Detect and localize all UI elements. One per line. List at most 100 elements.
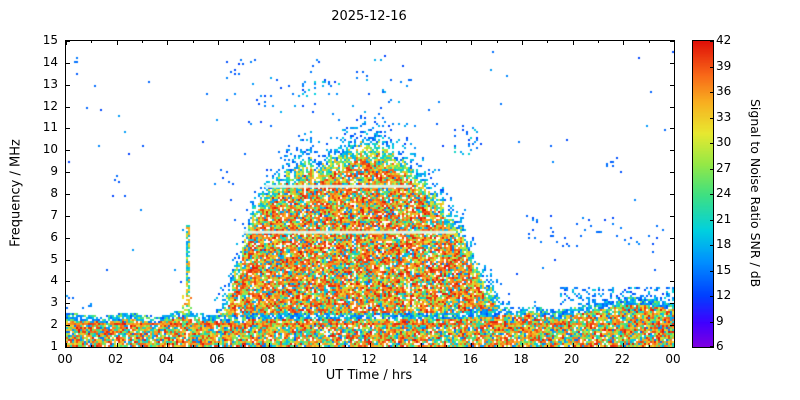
x-minor-tick bbox=[294, 345, 295, 347]
x-major-tick bbox=[167, 41, 169, 45]
x-minor-tick bbox=[192, 41, 194, 43]
x-minor-tick bbox=[192, 345, 194, 347]
x-axis-label: UT Time / hrs bbox=[325, 368, 413, 383]
colorbar-tick bbox=[710, 321, 713, 323]
colorbar-tick bbox=[710, 296, 713, 297]
y-tick-label: 14 bbox=[42, 54, 58, 69]
x-tick-label: 04 bbox=[158, 352, 174, 366]
x-major-tick bbox=[471, 41, 473, 45]
x-major-tick bbox=[218, 41, 219, 45]
y-major-tick bbox=[670, 347, 674, 348]
x-major-tick bbox=[116, 41, 118, 45]
x-minor-tick bbox=[344, 41, 346, 43]
x-major-tick bbox=[218, 343, 219, 347]
colorbar-tick bbox=[710, 346, 713, 347]
x-minor-tick bbox=[142, 345, 143, 347]
x-major-tick bbox=[268, 343, 270, 347]
x-major-tick bbox=[319, 343, 321, 347]
y-tick-label: 1 bbox=[50, 339, 58, 353]
colorbar-tick-label: 12 bbox=[716, 288, 732, 302]
heatmap-canvas bbox=[66, 41, 674, 347]
y-major-tick bbox=[66, 62, 70, 64]
x-major-tick bbox=[167, 343, 169, 347]
y-major-tick bbox=[670, 325, 674, 327]
x-minor-tick bbox=[496, 345, 498, 347]
y-major-tick bbox=[670, 84, 674, 86]
x-minor-tick bbox=[446, 41, 447, 43]
colorbar-tick bbox=[710, 143, 713, 144]
y-major-tick bbox=[670, 259, 674, 261]
colorbar-tick-label: 39 bbox=[716, 58, 732, 73]
y-major-tick bbox=[670, 62, 674, 64]
y-tick-label: 8 bbox=[50, 186, 58, 200]
colorbar-tick-label: 30 bbox=[716, 135, 732, 149]
x-minor-tick bbox=[91, 345, 93, 347]
y-major-tick bbox=[670, 128, 674, 130]
colorbar-tick bbox=[710, 117, 713, 119]
colorbar-tick bbox=[710, 270, 713, 272]
colorbar-tick bbox=[710, 194, 713, 195]
x-tick-label: 14 bbox=[412, 352, 428, 366]
x-minor-tick bbox=[648, 345, 650, 347]
y-tick-label: 13 bbox=[42, 76, 58, 91]
x-tick-label: 10 bbox=[310, 352, 326, 366]
x-minor-tick bbox=[648, 41, 650, 43]
x-major-tick bbox=[471, 343, 473, 347]
chart-title: 2025-12-16 bbox=[331, 9, 407, 24]
y-major-tick bbox=[670, 281, 674, 283]
x-tick-label: 22 bbox=[614, 352, 630, 366]
x-minor-tick bbox=[395, 41, 397, 43]
y-axis-label: Frequency / MHz bbox=[8, 139, 24, 247]
colorbar-tick-label: 15 bbox=[716, 262, 732, 277]
y-major-tick bbox=[66, 259, 70, 261]
colorbar-tick-label: 24 bbox=[716, 186, 732, 200]
y-tick-label: 15 bbox=[42, 33, 58, 47]
y-major-tick bbox=[66, 347, 70, 348]
y-major-tick bbox=[66, 128, 70, 130]
y-major-tick bbox=[66, 150, 70, 152]
x-minor-tick bbox=[395, 345, 397, 347]
y-tick-label: 4 bbox=[50, 273, 58, 288]
x-tick-label: 00 bbox=[665, 352, 681, 366]
y-major-tick bbox=[66, 106, 70, 108]
y-major-tick bbox=[670, 172, 674, 174]
x-minor-tick bbox=[598, 345, 599, 347]
x-major-tick bbox=[66, 343, 67, 347]
x-major-tick bbox=[623, 41, 625, 45]
colorbar bbox=[692, 40, 714, 348]
colorbar-tick-label: 21 bbox=[716, 211, 732, 226]
colorbar-tick-label: 42 bbox=[716, 33, 732, 47]
y-major-tick bbox=[66, 194, 70, 195]
colorbar-tick bbox=[710, 92, 713, 93]
y-tick-label: 2 bbox=[50, 317, 58, 332]
y-tick-label: 11 bbox=[42, 120, 58, 135]
y-major-tick bbox=[670, 215, 674, 217]
x-major-tick bbox=[623, 343, 625, 347]
y-major-tick bbox=[670, 106, 674, 108]
colorbar-tick bbox=[710, 66, 713, 68]
x-tick-label: 20 bbox=[564, 352, 580, 366]
x-major-tick bbox=[572, 343, 574, 347]
x-tick-label: 02 bbox=[108, 352, 124, 366]
y-tick-label: 12 bbox=[42, 98, 58, 113]
y-major-tick bbox=[66, 325, 70, 327]
x-minor-tick bbox=[243, 345, 245, 347]
x-minor-tick bbox=[547, 345, 549, 347]
colorbar-tick-label: 33 bbox=[716, 109, 732, 124]
x-minor-tick bbox=[142, 41, 143, 43]
y-tick-label: 3 bbox=[50, 295, 58, 310]
colorbar-label: Signal to Noise Ratio SNR / dB bbox=[748, 98, 763, 288]
x-minor-tick bbox=[294, 41, 295, 43]
colorbar-tick-label: 18 bbox=[716, 237, 732, 251]
x-major-tick bbox=[572, 41, 574, 45]
y-major-tick bbox=[66, 41, 70, 42]
x-major-tick bbox=[116, 343, 118, 347]
colorbar-tick-label: 9 bbox=[716, 313, 724, 328]
plot-area bbox=[65, 40, 675, 348]
colorbar-tick-label: 27 bbox=[716, 160, 732, 175]
x-major-tick bbox=[674, 41, 675, 45]
x-tick-label: 00 bbox=[57, 352, 73, 366]
x-major-tick bbox=[370, 343, 371, 347]
y-tick-label: 5 bbox=[50, 251, 58, 266]
x-minor-tick bbox=[344, 345, 346, 347]
